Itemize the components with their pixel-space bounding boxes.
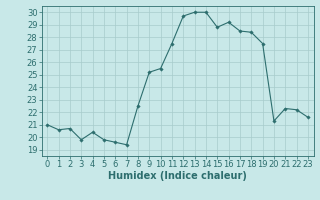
X-axis label: Humidex (Indice chaleur): Humidex (Indice chaleur) <box>108 171 247 181</box>
